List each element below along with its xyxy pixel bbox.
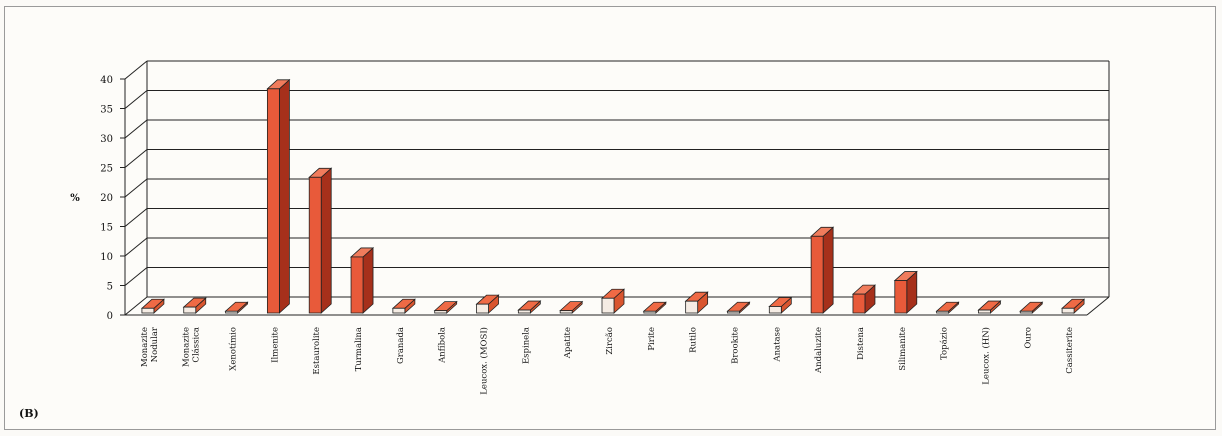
bar-chart: 0 5 10 15 20 25 30 35 40% MonaziteNodular Monazite… — [70, 60, 1110, 395]
gridline-depth — [124, 60, 148, 80]
x-tick-label: Leucox. (HN) — [980, 327, 991, 385]
x-tick-label: Anfíbola — [437, 327, 448, 364]
bar-front — [350, 256, 364, 314]
gridline-depth — [124, 237, 148, 257]
y-tick-label: 25 — [100, 164, 113, 175]
x-tick-label: Zircão — [604, 327, 615, 355]
x-tick-label: MonaziteClássica — [182, 327, 202, 367]
bar-front — [308, 176, 322, 314]
x-tick-label: Andaluzite — [814, 327, 824, 374]
x-tick-label: Granada — [396, 327, 406, 364]
bar — [768, 296, 793, 314]
bar — [1061, 298, 1086, 314]
bar-front — [434, 310, 448, 314]
bar — [726, 301, 751, 314]
bar-front — [852, 293, 866, 314]
x-tick-label: Pirite — [647, 327, 657, 351]
bar-front — [978, 309, 991, 314]
bar-front — [936, 310, 950, 314]
bar-front — [768, 306, 782, 314]
floor-edge-right — [1086, 296, 1110, 316]
figure-frame: 0 5 10 15 20 25 30 35 40% MonaziteNodular Monazite… — [4, 6, 1216, 430]
bar-front — [225, 310, 238, 314]
y-tick-label: 30 — [100, 134, 113, 145]
bar-front — [1019, 310, 1033, 314]
bar — [935, 301, 960, 314]
bar-side — [320, 167, 332, 314]
gridline-depth — [124, 90, 148, 109]
bar — [810, 226, 835, 314]
gridline-depth — [124, 149, 148, 168]
y-tick-label: 15 — [100, 223, 113, 234]
x-tick-label: Rutilo — [689, 327, 699, 353]
x-tick-label: Ilmenite — [270, 327, 280, 363]
bar-front — [894, 280, 908, 314]
bar — [684, 291, 709, 314]
x-tick-label: Topázio — [939, 327, 950, 360]
bar-front — [392, 307, 406, 314]
y-tick-label: 10 — [100, 252, 113, 263]
x-tick-label: Brookite — [730, 327, 740, 364]
gridline-depth — [124, 178, 148, 198]
bar-front — [517, 309, 531, 314]
bar — [224, 301, 249, 314]
y-tick-label: 20 — [100, 193, 113, 204]
bar — [433, 300, 458, 314]
bar — [977, 300, 1002, 314]
y-tick-label: 5 — [107, 282, 113, 293]
bar — [182, 297, 207, 314]
bar-front — [183, 306, 197, 314]
gridline-depth — [124, 119, 148, 139]
bar — [266, 78, 291, 314]
bar — [350, 247, 375, 314]
bar — [475, 294, 500, 314]
gridline-depth — [124, 208, 148, 227]
y-tick-label: 35 — [100, 105, 113, 116]
bar-side — [278, 78, 290, 314]
bar — [1019, 301, 1044, 314]
bar-front — [727, 310, 740, 314]
bar-front — [266, 88, 280, 314]
bar — [893, 270, 918, 314]
x-tick-label: Apatite — [563, 327, 573, 359]
gridline-depth — [124, 267, 148, 286]
x-tick-label: MonaziteNodular — [140, 326, 160, 367]
y-tick-label: 0 — [107, 311, 113, 322]
y-tick-label: 40 — [100, 75, 113, 86]
bar — [391, 298, 416, 314]
bar — [559, 300, 584, 314]
x-tick-label: Anatase — [772, 327, 782, 363]
bar-front — [643, 310, 657, 314]
bar-front — [601, 297, 615, 314]
bar — [600, 288, 626, 314]
bar — [642, 301, 667, 314]
bar-front — [1061, 307, 1075, 314]
bar-front — [141, 307, 155, 314]
x-tick-label: Silimanite — [898, 327, 908, 371]
x-tick-label: Cassiterite — [1065, 327, 1075, 374]
bar — [140, 298, 165, 314]
y-axis-label: % — [70, 193, 80, 204]
bar-front — [685, 300, 699, 314]
x-tick-label: Distena — [856, 327, 866, 360]
gridline-depth — [124, 296, 148, 316]
x-tick-label: Ouro — [1023, 327, 1033, 349]
panel-label: (B) — [19, 407, 39, 420]
bar-front — [810, 235, 824, 314]
bar-front — [476, 303, 489, 314]
bar-side — [822, 226, 834, 314]
x-tick-label: Espinela — [521, 327, 531, 364]
bar — [308, 167, 333, 314]
x-tick-label: Xenotímio — [228, 327, 239, 371]
bar — [851, 284, 876, 314]
x-tick-label: Estaurolite — [312, 327, 322, 375]
x-tick-label: Leucox. (MOSI) — [479, 327, 490, 395]
bar — [517, 300, 542, 314]
bar-side — [362, 247, 374, 314]
x-tick-label: Turmalina — [354, 327, 364, 371]
bar-front — [559, 310, 573, 314]
